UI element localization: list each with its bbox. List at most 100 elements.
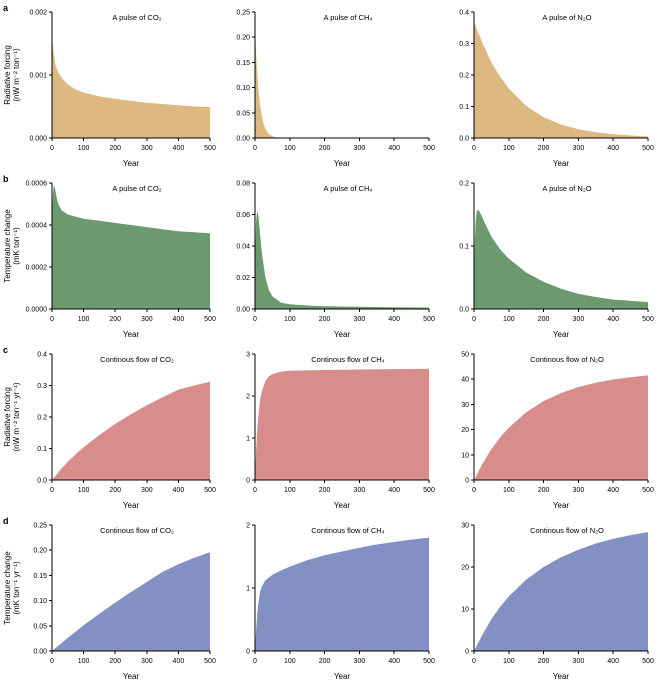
x-tick-label: 500 — [423, 487, 435, 494]
x-axis-label: Year — [553, 159, 570, 168]
y-tick-label: 0.04 — [236, 244, 250, 251]
x-axis-label: Year — [123, 330, 140, 339]
x-tick-label: 100 — [78, 145, 90, 152]
x-tick-label: 100 — [284, 316, 296, 323]
y-tick-label: 2 — [246, 523, 250, 530]
x-tick-label: 100 — [284, 145, 296, 152]
x-tick-label: 0 — [50, 487, 54, 494]
x-tick-label: 100 — [503, 658, 515, 665]
area-series — [474, 209, 648, 309]
area-series — [52, 552, 210, 651]
x-tick-label: 500 — [642, 316, 654, 323]
area-series — [52, 27, 210, 138]
y-tick-label: 0.4 — [459, 10, 469, 17]
x-tick-label: 100 — [284, 487, 296, 494]
chart-panel-b1: 0 100 200 300 400 500 0.0000 0.0002 0.0004 0.0006… — [0, 171, 219, 342]
area-series — [255, 27, 429, 139]
y-tick-label: 0.05 — [33, 623, 47, 630]
x-axis-label: Year — [334, 159, 351, 168]
x-tick-label: 400 — [388, 658, 400, 665]
y-tick-label: 2 — [246, 394, 250, 401]
x-tick-label: 0 — [253, 145, 257, 152]
area-series — [52, 381, 210, 480]
y-tick-label: 0.0 — [37, 478, 47, 485]
chart-panel-c2: 0 100 200 300 400 500 0 1 2 3 Continous flow of CH… — [219, 342, 438, 513]
x-tick-label: 100 — [503, 145, 515, 152]
chart-svg: 0 100 200 300 400 500 0 1 2 Continous flow of CH₄… — [246, 523, 435, 682]
x-tick-label: 300 — [573, 658, 585, 665]
x-tick-label: 0 — [253, 658, 257, 665]
x-tick-label: 400 — [388, 316, 400, 323]
x-tick-label: 0 — [472, 316, 476, 323]
y-tick-label: 0.25 — [236, 10, 250, 17]
chart-svg: 0 100 200 300 400 500 0.00 0.05 0.10 0.15 0.20 0.25… — [236, 10, 435, 169]
x-tick-label: 200 — [109, 316, 121, 323]
y-tick-label: 20 — [461, 565, 469, 572]
x-tick-label: 500 — [204, 658, 216, 665]
x-tick-label: 0 — [472, 487, 476, 494]
area-series — [255, 368, 429, 480]
y-axis-label: (nW m⁻² ton⁻¹ yr⁻¹) — [12, 382, 21, 451]
x-tick-label: 100 — [78, 658, 90, 665]
x-tick-label: 400 — [388, 145, 400, 152]
x-tick-label: 200 — [319, 145, 331, 152]
area-series — [255, 537, 429, 651]
y-tick-label: 0.2 — [37, 415, 47, 422]
y-tick-label: 0.000 — [29, 136, 47, 143]
x-tick-label: 100 — [503, 316, 515, 323]
chart-panel-a2: 0 100 200 300 400 500 0.00 0.05 0.10 0.15 0.20 0.25… — [219, 0, 438, 171]
y-tick-label: 0.1 — [459, 244, 469, 251]
y-tick-label: 0.4 — [37, 352, 47, 359]
y-axis-label: Radiative forcing — [3, 387, 12, 447]
panel-title: Continous flow of N₂O — [530, 355, 604, 364]
x-tick-label: 0 — [472, 145, 476, 152]
x-axis-label: Year — [334, 672, 351, 681]
x-tick-label: 200 — [109, 145, 121, 152]
y-tick-label: 40 — [461, 377, 469, 384]
chart-svg: 0 100 200 300 400 500 0.00 0.02 0.04 0.06 0.08 A pu… — [236, 181, 435, 340]
y-tick-label: 10 — [461, 607, 469, 614]
chart-panel-a3: 0 100 200 300 400 500 0.0 0.1 0.2 0.3 0.4 A pulse o… — [438, 0, 657, 171]
x-tick-label: 200 — [538, 658, 550, 665]
chart-svg: 0 100 200 300 400 500 0 10 20 30 40 50 Continous flo… — [461, 352, 654, 511]
y-axis-label: (mK ton⁻¹ yr⁻¹) — [12, 561, 21, 615]
chart-panel-d2: 0 100 200 300 400 500 0 1 2 Continous flow of CH₄… — [219, 513, 438, 684]
x-axis-label: Year — [334, 330, 351, 339]
y-tick-label: 0.1 — [37, 446, 47, 453]
x-tick-label: 400 — [607, 145, 619, 152]
panel-title: A pulse of CH₄ — [324, 184, 373, 193]
y-tick-label: 0.00 — [33, 649, 47, 656]
x-axis-label: Year — [123, 159, 140, 168]
x-tick-label: 0 — [253, 316, 257, 323]
x-tick-label: 100 — [78, 487, 90, 494]
x-tick-label: 0 — [50, 658, 54, 665]
y-tick-label: 0.15 — [33, 573, 47, 580]
y-tick-label: 0.001 — [29, 73, 47, 80]
x-tick-label: 200 — [109, 487, 121, 494]
y-tick-label: 0.0002 — [26, 265, 48, 272]
y-tick-label: 0.1 — [459, 104, 469, 111]
y-tick-label: 3 — [246, 352, 250, 359]
row-label: c — [3, 345, 8, 355]
chart-panel-d1: 0 100 200 300 400 500 0.00 0.05 0.10 0.15 0.20 0.25… — [0, 513, 219, 684]
x-tick-label: 300 — [573, 145, 585, 152]
panel-title: A pulse of CO₂ — [112, 13, 161, 22]
y-axis-label: Temperature change — [3, 209, 12, 283]
y-tick-label: 0 — [246, 649, 250, 656]
y-tick-label: 0 — [465, 649, 469, 656]
panel-title: Continous flow of CH₄ — [311, 526, 385, 535]
x-tick-label: 200 — [109, 658, 121, 665]
x-tick-label: 400 — [173, 658, 185, 665]
chart-svg: 0 100 200 300 400 500 0.000 0.001 0.002 A pulse o… — [3, 3, 216, 168]
y-tick-label: 0.2 — [459, 181, 469, 188]
x-axis-label: Year — [334, 501, 351, 510]
panel-title: Continous flow of N₂O — [530, 526, 604, 535]
x-tick-label: 200 — [319, 658, 331, 665]
y-tick-label: 0.3 — [459, 41, 469, 48]
y-tick-label: 0.25 — [33, 523, 47, 530]
y-tick-label: 0.3 — [37, 383, 47, 390]
area-series — [474, 21, 648, 138]
x-tick-label: 300 — [141, 658, 153, 665]
y-tick-label: 0.10 — [33, 598, 47, 605]
